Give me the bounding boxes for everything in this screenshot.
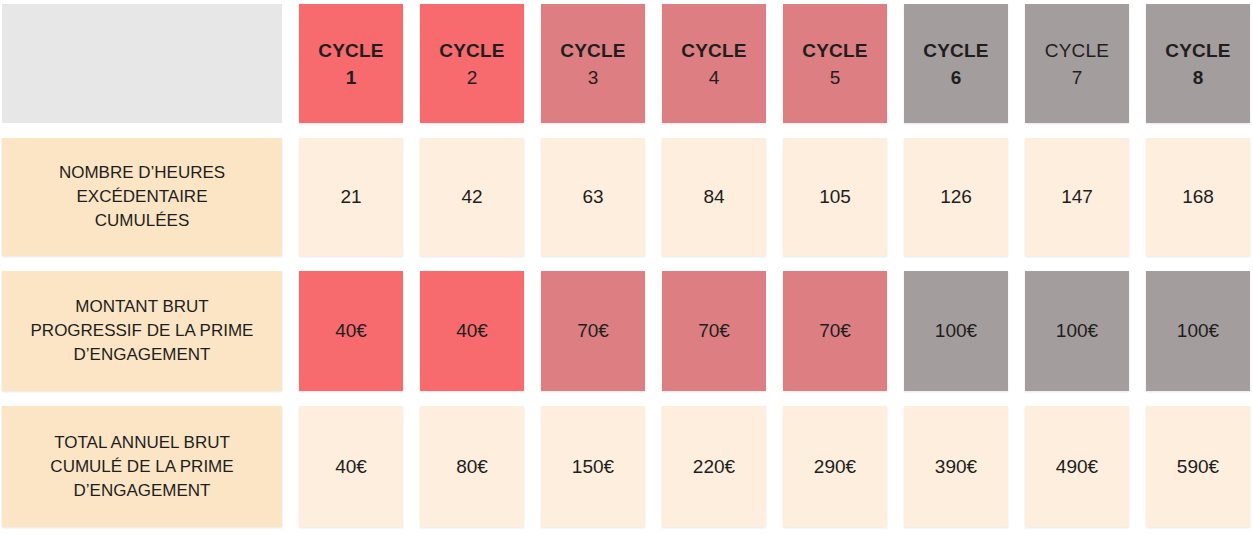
value-cell-total-c5: 290€ (783, 406, 887, 527)
column-header-number: 7 (1072, 64, 1083, 91)
column-header-word: CYCLE (681, 37, 746, 64)
column-header-cycle-4: CYCLE 4 (662, 4, 766, 123)
column-header-cycle-7: CYCLE 7 (1025, 4, 1129, 123)
row-label-montant-progressif: MONTANT BRUT PROGRESSIF DE LA PRIME D’EN… (2, 271, 282, 391)
column-header-word: CYCLE (560, 37, 625, 64)
column-header-cycle-5: CYCLE 5 (783, 4, 887, 123)
column-header-number: 3 (588, 64, 599, 91)
column-header-word: CYCLE (802, 37, 867, 64)
column-header-number: 5 (830, 64, 841, 91)
column-header-cycle-1: CYCLE 1 (299, 4, 403, 123)
value-cell-heures-c8: 168 (1146, 138, 1250, 256)
prime-engagement-table: CYCLE 1 CYCLE 2 CYCLE 3 CYCLE 4 CYCLE 5 … (0, 0, 1253, 531)
value-cell-heures-c2: 42 (420, 138, 524, 256)
column-header-cycle-2: CYCLE 2 (420, 4, 524, 123)
column-header-cycle-6: CYCLE 6 (904, 4, 1008, 123)
value-cell-heures-c6: 126 (904, 138, 1008, 256)
value-cell-total-c3: 150€ (541, 406, 645, 527)
value-cell-progressif-c7: 100€ (1025, 271, 1129, 391)
value-cell-total-c2: 80€ (420, 406, 524, 527)
row-label-heures: NOMBRE D’HEURES EXCÉDENTAIRE CUMULÉES (2, 138, 282, 256)
value-cell-total-c8: 590€ (1146, 406, 1250, 527)
value-cell-total-c6: 390€ (904, 406, 1008, 527)
value-cell-progressif-c4: 70€ (662, 271, 766, 391)
value-cell-total-c7: 490€ (1025, 406, 1129, 527)
column-header-number: 2 (467, 64, 478, 91)
value-cell-total-c4: 220€ (662, 406, 766, 527)
column-header-word: CYCLE (439, 37, 504, 64)
value-cell-heures-c1: 21 (299, 138, 403, 256)
value-cell-total-c1: 40€ (299, 406, 403, 527)
value-cell-heures-c4: 84 (662, 138, 766, 256)
column-header-word: CYCLE (318, 37, 383, 64)
value-cell-progressif-c6: 100€ (904, 271, 1008, 391)
value-cell-progressif-c1: 40€ (299, 271, 403, 391)
column-header-number: 4 (709, 64, 720, 91)
column-header-number: 6 (951, 64, 962, 91)
column-header-word: CYCLE (923, 37, 988, 64)
corner-cell (2, 4, 282, 123)
column-header-number: 1 (346, 64, 357, 91)
value-cell-progressif-c2: 40€ (420, 271, 524, 391)
column-header-word: CYCLE (1165, 37, 1230, 64)
column-header-cycle-8: CYCLE 8 (1146, 4, 1250, 123)
value-cell-progressif-c8: 100€ (1146, 271, 1250, 391)
column-header-number: 8 (1193, 64, 1204, 91)
value-cell-heures-c7: 147 (1025, 138, 1129, 256)
value-cell-heures-c5: 105 (783, 138, 887, 256)
column-header-word: CYCLE (1045, 37, 1109, 64)
value-cell-progressif-c3: 70€ (541, 271, 645, 391)
column-header-cycle-3: CYCLE 3 (541, 4, 645, 123)
value-cell-heures-c3: 63 (541, 138, 645, 256)
value-cell-progressif-c5: 70€ (783, 271, 887, 391)
row-label-total-cumule: TOTAL ANNUEL BRUT CUMULÉ DE LA PRIME D’E… (2, 406, 282, 527)
